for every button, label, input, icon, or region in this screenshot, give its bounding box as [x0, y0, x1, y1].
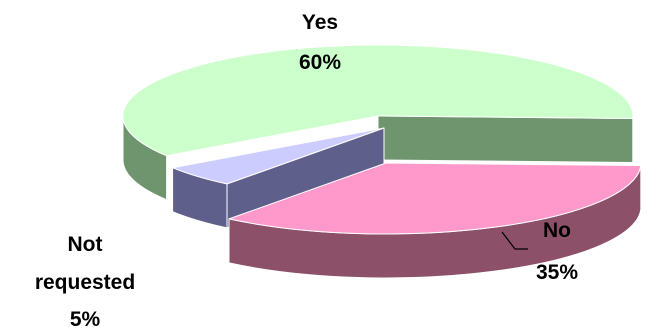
slice-yes	[122, 44, 634, 201]
slice-not-requested	[172, 127, 385, 229]
slice-no	[228, 162, 642, 279]
label-no: No	[543, 219, 571, 242]
label-not-requested-line1: Not	[68, 233, 103, 256]
label-not-requested-line2: requested	[35, 271, 135, 294]
slice-not-requested-top	[172, 127, 385, 185]
label-no-percent: 35%	[536, 261, 578, 284]
slice-yes-top	[122, 44, 634, 157]
label-yes: Yes	[302, 11, 338, 34]
slice-no-top	[228, 162, 642, 235]
leader-line-no	[501, 231, 528, 250]
pie-slices	[122, 44, 642, 279]
label-yes-percent: 60%	[299, 51, 341, 74]
label-not-requested-percent: 5%	[70, 308, 101, 331]
slice-yes-side-inner	[377, 115, 634, 163]
data-labels: Yes 60% No 35% Not requested 5%	[35, 11, 579, 331]
